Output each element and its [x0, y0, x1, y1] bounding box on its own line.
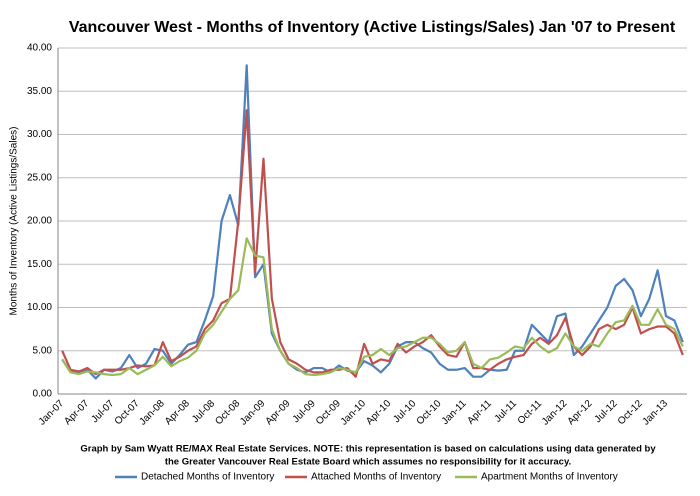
y-tick-label: 40.00 [27, 43, 52, 54]
x-tick-label: Apr-12 [566, 398, 595, 427]
series-line [61, 109, 684, 378]
x-tick-label: Jul-07 [89, 398, 116, 425]
chart-title: Vancouver West - Months of Inventory (Ac… [69, 19, 676, 36]
legend-label: Detached Months of Inventory [141, 472, 274, 483]
y-tick-label: 20.00 [27, 216, 52, 227]
legend-label: Apartment Months of Inventory [481, 472, 618, 483]
x-tick-label: Apr-10 [364, 398, 393, 427]
x-tick-label: Oct-11 [516, 398, 545, 427]
x-tick-label: Jan-10 [339, 398, 369, 428]
x-tick-label: Jan-08 [137, 398, 167, 428]
x-tick-label: Oct-07 [113, 398, 142, 427]
y-tick-label: 5.00 [33, 345, 53, 356]
x-tick-label: Oct-09 [314, 398, 343, 427]
y-tick-label: 10.00 [27, 302, 52, 313]
y-tick-label: 30.00 [27, 129, 52, 140]
x-tick-label: Jul-10 [391, 398, 418, 425]
x-tick-label: Apr-11 [465, 398, 494, 427]
y-tick-label: 35.00 [27, 86, 52, 97]
x-tick-label: Jan-09 [238, 398, 268, 428]
footnote: Graph by Sam Wyatt RE/MAX Real Estate Se… [80, 444, 656, 455]
x-tick-label: Jul-11 [493, 398, 520, 425]
x-tick-label: Apr-09 [264, 398, 293, 427]
x-tick-label: Jul-08 [190, 398, 217, 425]
x-tick-label: Jan-07 [37, 398, 67, 428]
x-tick-label: Oct-10 [415, 398, 444, 427]
x-tick-label: Jan-12 [540, 398, 570, 428]
y-axis-label: Months of Inventory (Active Listings/Sal… [9, 127, 20, 316]
series-line [61, 64, 684, 380]
x-tick-label: Oct-12 [616, 398, 645, 427]
x-tick-label: Apr-07 [62, 398, 91, 427]
x-tick-label: Jul-12 [593, 398, 620, 425]
x-tick-label: Oct-08 [213, 398, 242, 427]
x-tick-label: Apr-08 [163, 398, 192, 427]
x-tick-label: Jul-09 [291, 398, 318, 425]
series-line [61, 237, 684, 377]
x-tick-label: Jan-13 [641, 398, 671, 428]
footnote: the Greater Vancouver Real Estate Board … [165, 457, 571, 468]
y-tick-label: 25.00 [27, 172, 52, 183]
legend-label: Attached Months of Inventory [311, 472, 441, 483]
x-tick-label: Jan-11 [440, 398, 469, 427]
y-tick-label: 15.00 [27, 259, 52, 270]
y-tick-label: 0.00 [33, 389, 53, 400]
